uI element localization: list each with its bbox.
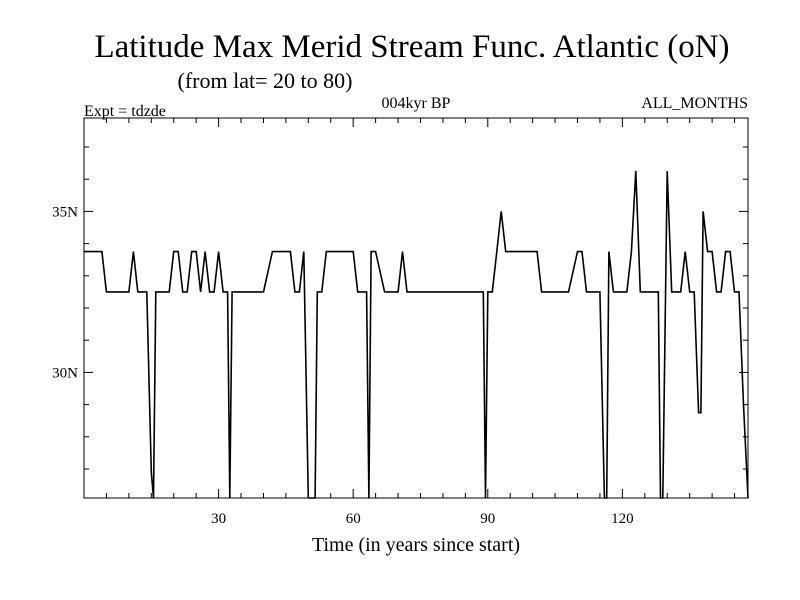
y-tick-label: 35N (52, 204, 78, 220)
x-axis-label: Time (in years since start) (312, 534, 520, 556)
x-tick-label: 120 (611, 511, 634, 527)
months-label: ALL_MONTHS (641, 95, 748, 112)
y-axis: 30N 35N (52, 146, 748, 470)
x-axis: 30 60 90 120 (105, 118, 736, 527)
x-tick-label: 60 (346, 511, 361, 527)
plot-frame (83, 117, 749, 499)
series-line (84, 171, 749, 499)
chart-subtitle: (from lat= 20 to 80) (178, 68, 353, 93)
x-tick-label: 30 (211, 511, 226, 527)
y-tick-label: 30N (52, 365, 78, 381)
period-label: 004kyr BP (382, 95, 451, 112)
experiment-label: Expt = tdzde (84, 103, 166, 120)
x-tick-label: 90 (480, 511, 495, 527)
chart-title: Latitude Max Merid Stream Func. Atlantic… (94, 29, 729, 65)
